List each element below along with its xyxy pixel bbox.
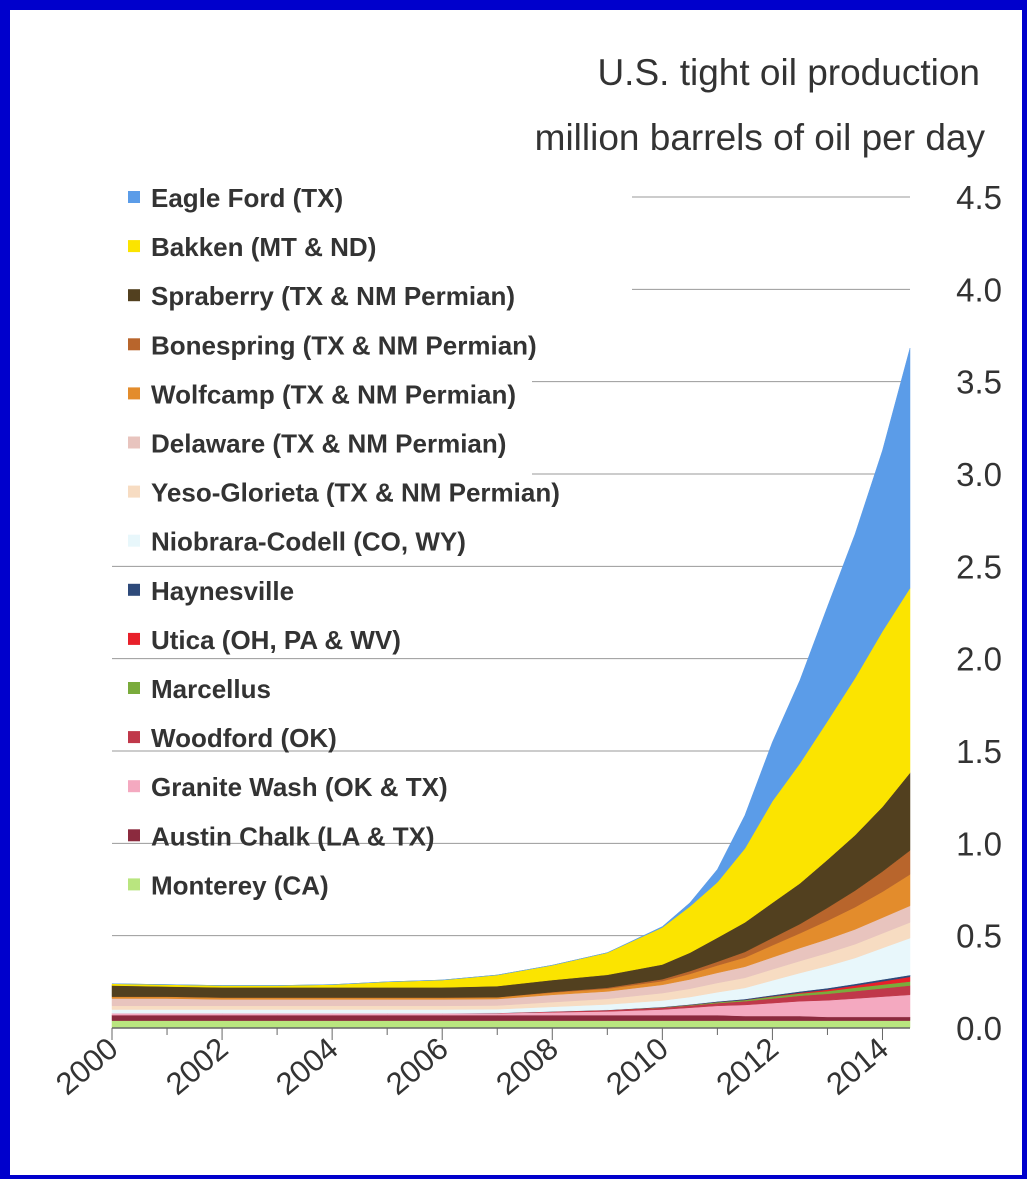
- chart-title: U.S. tight oil production million barrel…: [535, 52, 986, 158]
- x-axis-ticks: 2000 2002 2004 2006 2008 2010 2012 2014: [49, 1031, 895, 1102]
- legend-swatch: [128, 289, 140, 302]
- y-tick-label: 1.5: [956, 733, 1002, 770]
- legend-label: Utica (OH, PA & WV): [151, 625, 401, 655]
- legend-label: Yeso-Glorieta (TX & NM Permian): [151, 478, 560, 508]
- legend-swatch: [128, 583, 140, 596]
- legend-swatch: [128, 436, 140, 449]
- x-tick-label: 2010: [600, 1031, 675, 1102]
- legend-label: Woodford (OK): [151, 723, 337, 753]
- legend-label: Marcellus: [151, 674, 271, 704]
- legend: Eagle Ford (TX) Bakken (MT & ND) Spraberry…: [128, 183, 560, 900]
- y-tick-label: 3.5: [956, 364, 1002, 401]
- x-tick-label: 2000: [49, 1031, 124, 1102]
- y-tick-label: 3.0: [956, 456, 1002, 493]
- x-tick-label: 2008: [489, 1031, 564, 1102]
- area-series-0: [111, 1020, 911, 1029]
- area-series-14: [111, 348, 911, 986]
- legend-label: Granite Wash (OK & TX): [151, 772, 448, 802]
- chart-panel: 4.5 4.0 3.5 3.0 2.5 2.0 1.5 1.0 0.5 0.0 2000 2002 2…: [10, 10, 1022, 1175]
- y-tick-label: 0.0: [956, 1010, 1002, 1047]
- x-tick-label: 2014: [820, 1031, 895, 1102]
- chart-canvas: 4.54.03.53.02.52.01.51.00.50.0 2000 2002 2…: [49, 52, 1002, 1102]
- legend-label: Eagle Ford (TX): [151, 183, 343, 213]
- legend-swatch: [128, 731, 140, 744]
- y-tick-label: 2.5: [956, 548, 1002, 585]
- y-tick-label: 0.5: [956, 918, 1002, 955]
- legend-label: Bonespring (TX & NM Permian): [151, 330, 537, 360]
- legend-label: Delaware (TX & NM Permian): [151, 429, 506, 459]
- legend-swatch: [128, 240, 140, 253]
- x-tick-label: 2012: [710, 1031, 785, 1102]
- y-axis-ticks: 4.5 4.0 3.5 3.0 2.5 2.0 1.5 1.0 0.5 0.0: [956, 179, 1002, 1047]
- y-tick-label: 2.0: [956, 641, 1002, 678]
- legend-label: Bakken (MT & ND): [151, 232, 376, 262]
- legend-swatch: [128, 878, 140, 891]
- x-tick-label: 2004: [269, 1031, 344, 1102]
- legend-label: Niobrara-Codell (CO, WY): [151, 527, 466, 557]
- y-tick-label: 1.0: [956, 825, 1002, 862]
- title-line-2: million barrels of oil per day: [535, 117, 986, 158]
- legend-swatch: [128, 485, 140, 498]
- legend-swatch: [128, 682, 140, 694]
- legend-label: Austin Chalk (LA & TX): [151, 821, 435, 851]
- legend-label: Spraberry (TX & NM Permian): [151, 281, 515, 311]
- legend-swatch: [128, 632, 140, 645]
- x-axis: [111, 1027, 910, 1040]
- x-tick-label: 2002: [159, 1031, 234, 1102]
- legend-swatch: [128, 829, 140, 842]
- legend-label: Haynesville: [151, 576, 294, 606]
- legend-label: Wolfcamp (TX & NM Permian): [151, 379, 516, 409]
- legend-swatch: [128, 534, 140, 547]
- y-tick-label: 4.5: [956, 179, 1002, 216]
- title-line-1: U.S. tight oil production: [597, 52, 980, 93]
- x-tick-label: 2006: [379, 1031, 454, 1102]
- legend-swatch: [128, 780, 140, 793]
- legend-swatch: [128, 387, 140, 400]
- legend-swatch: [128, 338, 140, 351]
- legend-swatch: [128, 191, 140, 203]
- legend-label: Monterey (CA): [151, 870, 329, 900]
- y-tick-label: 4.0: [956, 271, 1002, 308]
